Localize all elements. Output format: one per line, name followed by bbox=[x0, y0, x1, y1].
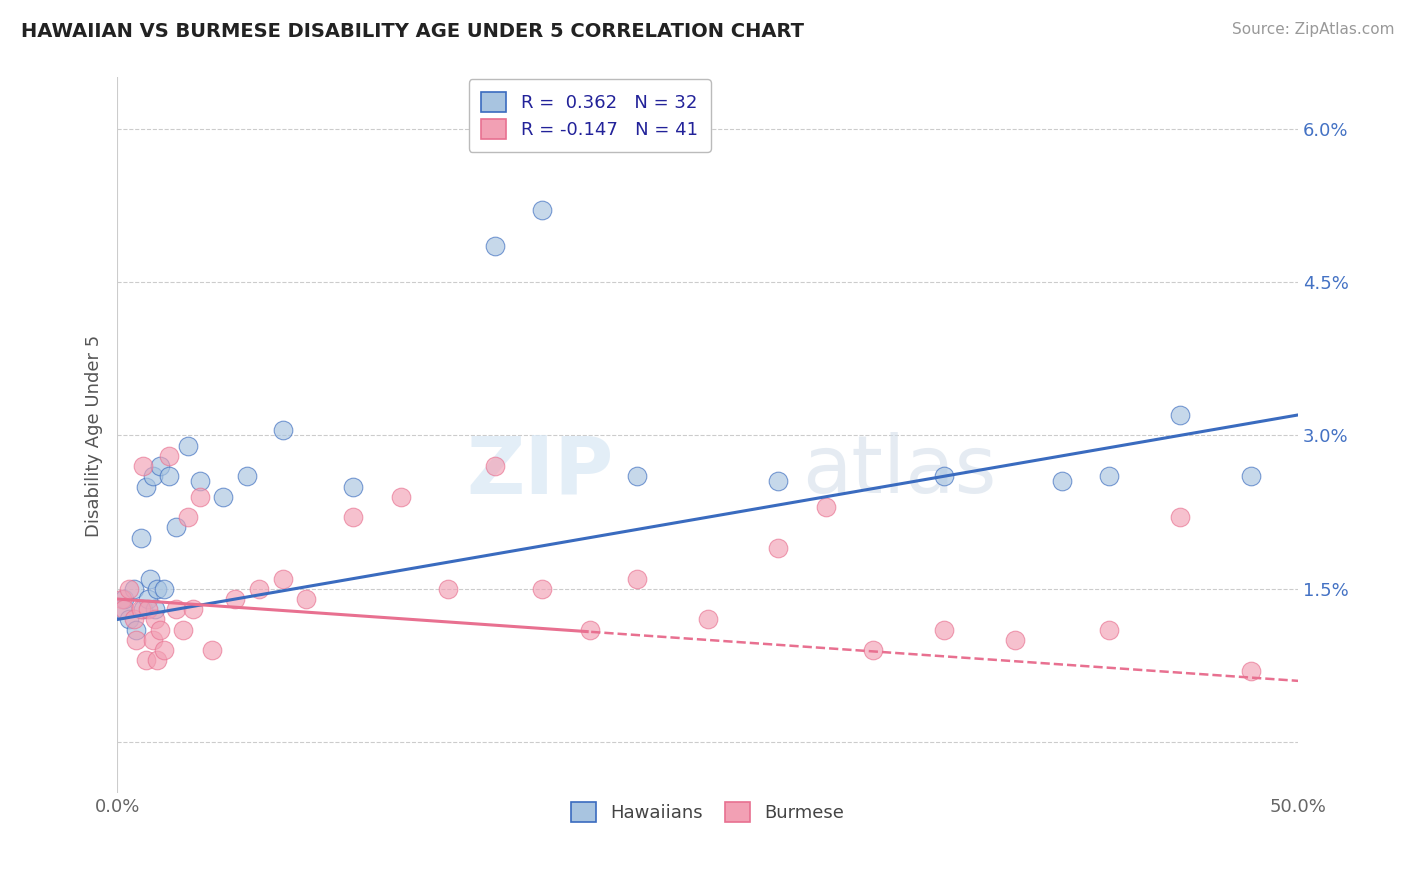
Point bbox=[135, 653, 157, 667]
Point bbox=[271, 423, 294, 437]
Point bbox=[531, 203, 554, 218]
Point bbox=[149, 459, 172, 474]
Text: ZIP: ZIP bbox=[465, 433, 613, 510]
Point bbox=[768, 541, 790, 555]
Point bbox=[932, 469, 955, 483]
Point bbox=[136, 602, 159, 616]
Point bbox=[1240, 469, 1263, 483]
Point bbox=[111, 592, 134, 607]
Point bbox=[696, 612, 718, 626]
Point bbox=[531, 582, 554, 596]
Point bbox=[626, 572, 648, 586]
Point bbox=[142, 632, 165, 647]
Point bbox=[139, 572, 162, 586]
Point bbox=[188, 490, 211, 504]
Point bbox=[484, 459, 506, 474]
Point bbox=[177, 439, 200, 453]
Point bbox=[118, 612, 141, 626]
Point bbox=[177, 510, 200, 524]
Point bbox=[136, 592, 159, 607]
Point bbox=[122, 582, 145, 596]
Point bbox=[1240, 664, 1263, 678]
Point bbox=[129, 531, 152, 545]
Point bbox=[389, 490, 412, 504]
Point bbox=[132, 459, 155, 474]
Point bbox=[135, 479, 157, 493]
Point bbox=[626, 469, 648, 483]
Point bbox=[1098, 469, 1121, 483]
Point bbox=[1168, 510, 1191, 524]
Point bbox=[188, 475, 211, 489]
Legend: Hawaiians, Burmese: Hawaiians, Burmese bbox=[558, 789, 858, 834]
Point bbox=[129, 602, 152, 616]
Point bbox=[143, 602, 166, 616]
Point bbox=[201, 643, 224, 657]
Point bbox=[862, 643, 884, 657]
Point bbox=[224, 592, 246, 607]
Point bbox=[236, 469, 259, 483]
Point bbox=[132, 602, 155, 616]
Text: Source: ZipAtlas.com: Source: ZipAtlas.com bbox=[1232, 22, 1395, 37]
Point bbox=[125, 623, 148, 637]
Point bbox=[578, 623, 600, 637]
Point bbox=[247, 582, 270, 596]
Point bbox=[484, 239, 506, 253]
Point bbox=[768, 475, 790, 489]
Point bbox=[118, 582, 141, 596]
Point bbox=[165, 520, 187, 534]
Point bbox=[157, 449, 180, 463]
Point bbox=[814, 500, 837, 514]
Point bbox=[932, 623, 955, 637]
Point bbox=[165, 602, 187, 616]
Point bbox=[1050, 475, 1073, 489]
Point bbox=[142, 469, 165, 483]
Point bbox=[153, 643, 176, 657]
Point bbox=[146, 653, 169, 667]
Y-axis label: Disability Age Under 5: Disability Age Under 5 bbox=[86, 334, 103, 536]
Point bbox=[271, 572, 294, 586]
Point bbox=[153, 582, 176, 596]
Point bbox=[1004, 632, 1026, 647]
Point bbox=[111, 602, 134, 616]
Point bbox=[122, 612, 145, 626]
Point bbox=[157, 469, 180, 483]
Point bbox=[112, 602, 135, 616]
Point bbox=[172, 623, 194, 637]
Point bbox=[112, 592, 135, 607]
Point bbox=[1168, 408, 1191, 422]
Point bbox=[143, 612, 166, 626]
Text: HAWAIIAN VS BURMESE DISABILITY AGE UNDER 5 CORRELATION CHART: HAWAIIAN VS BURMESE DISABILITY AGE UNDER… bbox=[21, 22, 804, 41]
Point bbox=[181, 602, 204, 616]
Point bbox=[295, 592, 318, 607]
Point bbox=[149, 623, 172, 637]
Point bbox=[146, 582, 169, 596]
Point bbox=[342, 479, 364, 493]
Point bbox=[125, 632, 148, 647]
Text: atlas: atlas bbox=[801, 433, 997, 510]
Point bbox=[342, 510, 364, 524]
Point bbox=[437, 582, 460, 596]
Point bbox=[1098, 623, 1121, 637]
Point bbox=[212, 490, 235, 504]
